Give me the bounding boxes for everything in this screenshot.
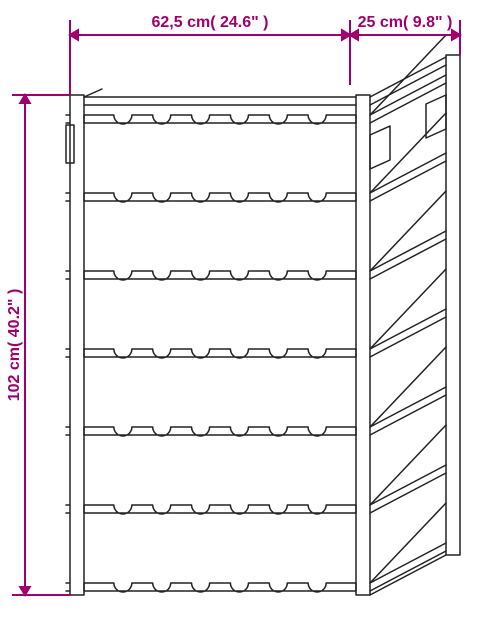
- wine-rack: [66, 35, 460, 595]
- shelf-front: [84, 427, 356, 436]
- shelf-front: [84, 505, 356, 514]
- dimension-height-label: 102 cm( 40.2" ): [6, 289, 23, 402]
- shelf-front: [84, 583, 356, 592]
- shelf-front: [84, 349, 356, 358]
- shelf-front: [84, 193, 356, 202]
- dimension-width-label: 62,5 cm( 24.6" ): [152, 14, 269, 31]
- shelf-front: [84, 271, 356, 280]
- shelf-front: [84, 115, 356, 124]
- dimension-lines: [12, 20, 460, 595]
- dimension-depth-label: 25 cm( 9.8" ): [358, 14, 453, 31]
